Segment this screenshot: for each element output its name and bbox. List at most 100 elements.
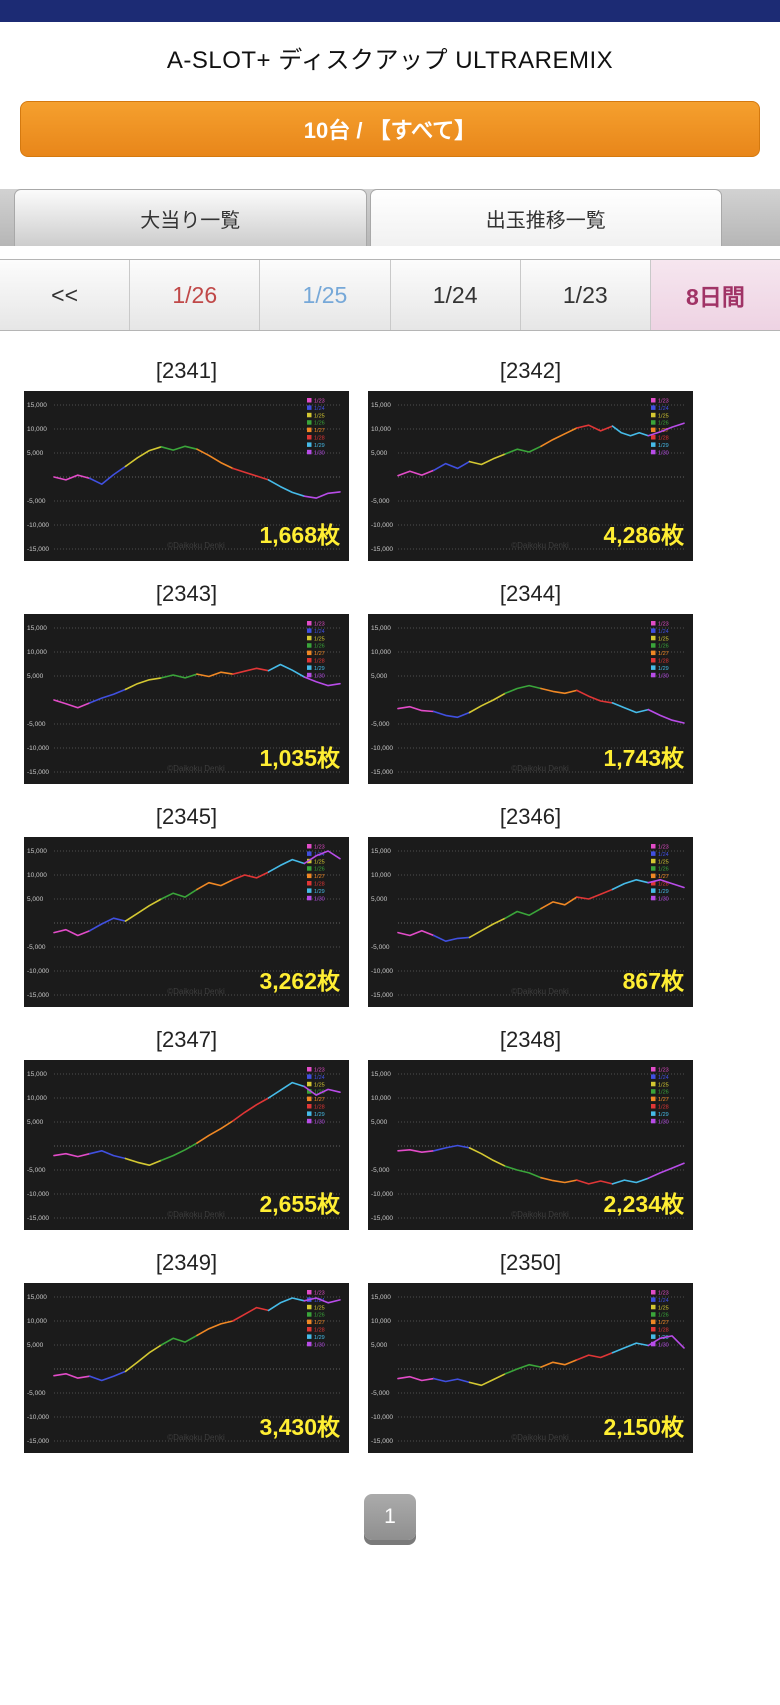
machine-trend-chart[interactable]: 15,000 10,000 5,000 -5,000 -10,000 -15,000 1/2… [24,391,349,561]
legend-label: 1/26 [658,1090,669,1096]
legend-label: 1/25 [658,1082,669,1088]
date-nav-item-5[interactable]: 8日間 [650,260,780,330]
trend-line [611,1177,650,1185]
machine-trend-chart[interactable]: 15,000 10,000 5,000 -5,000 -10,000 -15,000 1/2… [24,1283,349,1453]
legend-swatch [651,435,656,440]
legend-swatch [307,643,312,648]
trend-line [53,928,91,937]
trend-line [468,1373,507,1387]
legend-label: 1/23 [658,845,669,851]
legend-label: 1/24 [658,852,669,858]
machine-block[interactable]: [2347] 15,000 10,000 5,000 -5,000 -10,000 -15,… [24,1020,349,1230]
y-tick-label: -15,000 [371,546,393,553]
legend-swatch [651,1334,656,1339]
date-nav-item-4[interactable]: 1/23 [521,260,651,330]
payout-count: 867枚 [623,968,684,994]
trend-line [504,684,542,695]
tab-jackpot-list[interactable]: 大当り一覧 [14,189,367,246]
machine-block[interactable]: [2349] 15,000 10,000 5,000 -5,000 -10,000 -15,… [24,1243,349,1453]
y-tick-label: -10,000 [371,1191,393,1198]
legend-swatch [307,420,312,425]
legend-label: 1/30 [658,1119,669,1125]
trend-line [89,1370,127,1382]
trend-line [397,1149,435,1153]
page-1-button[interactable]: 1 [364,1494,416,1540]
machine-block[interactable]: [2343] 15,000 10,000 5,000 -5,000 -10,000 -15,… [24,574,349,784]
y-tick-label: -15,000 [27,546,49,553]
machine-trend-chart[interactable]: 15,000 10,000 5,000 -5,000 -10,000 -15,000 1/2… [368,837,693,1007]
machine-trend-chart[interactable]: 15,000 10,000 5,000 -5,000 -10,000 -15,000 1/2… [368,1283,693,1453]
machine-block[interactable]: [2348] 15,000 10,000 5,000 -5,000 -10,000 -15,… [368,1020,693,1230]
legend-label: 1/29 [658,443,669,449]
legend-label: 1/25 [314,1082,325,1088]
pagination: 1 [0,1494,780,1660]
y-tick-label: 15,000 [27,625,47,632]
machine-block[interactable]: [2345] 15,000 10,000 5,000 -5,000 -10,000 -15,… [24,797,349,1007]
legend-swatch [307,1074,312,1079]
machine-block[interactable]: [2342] 15,000 10,000 5,000 -5,000 -10,000 -15,… [368,351,693,561]
machine-trend-chart[interactable]: 15,000 10,000 5,000 -5,000 -10,000 -15,000 1/2… [368,391,693,561]
y-tick-label: 5,000 [27,1342,44,1349]
legend-swatch [651,881,656,886]
trend-line [53,1152,91,1158]
legend-label: 1/23 [658,1291,669,1297]
machine-filter-button[interactable]: 10台 / 【すべて】 [20,101,760,157]
machine-trend-chart[interactable]: 15,000 10,000 5,000 -5,000 -10,000 -15,000 1/2… [368,1060,693,1230]
trend-line [232,871,270,881]
trend-line [540,1359,578,1368]
legend-swatch [307,851,312,856]
machine-block[interactable]: [2346] 15,000 10,000 5,000 -5,000 -10,000 -15,… [368,797,693,1007]
machine-trend-chart[interactable]: 15,000 10,000 5,000 -5,000 -10,000 -15,000 1/2… [368,614,693,784]
machine-number: [2348] [499,1027,562,1052]
date-nav-item-3[interactable]: 1/24 [391,260,521,330]
trend-line [232,467,270,481]
trend-line [397,469,435,477]
legend-swatch [307,873,312,879]
machine-trend-chart[interactable]: 15,000 10,000 5,000 -5,000 -10,000 -15,000 1/2… [24,837,349,1007]
legend-label: 1/25 [314,413,325,419]
machine-block[interactable]: [2344] 15,000 10,000 5,000 -5,000 -10,000 -15,… [368,574,693,784]
machine-block[interactable]: [2350] 15,000 10,000 5,000 -5,000 -10,000 -15,… [368,1243,693,1453]
legend-label: 1/28 [314,436,325,442]
legend-label: 1/28 [658,882,669,888]
legend-swatch [307,844,312,849]
date-nav-item-1[interactable]: 1/26 [130,260,261,330]
top-bar [0,0,780,22]
legend-label: 1/26 [658,644,669,650]
machine-block[interactable]: [2341] 15,000 10,000 5,000 -5,000 -10,000 -15,… [24,351,349,561]
trend-line [232,1306,270,1322]
watermark: ©Daikoku Denki [167,1433,225,1442]
y-tick-label: 5,000 [371,673,388,680]
legend-label: 1/28 [658,1328,669,1334]
machine-number: [2342] [499,358,562,383]
y-tick-label: -15,000 [371,769,393,776]
legend-label: 1/27 [658,651,669,657]
legend-swatch [307,1067,312,1072]
machine-trend-chart[interactable]: 15,000 10,000 5,000 -5,000 -10,000 -15,000 1/2… [24,1060,349,1230]
trend-line [647,708,685,724]
trend-line [611,1342,650,1354]
trend-line [232,1097,270,1122]
legend-label: 1/30 [314,896,325,902]
trend-line [540,687,578,695]
trend-line [576,1351,614,1361]
trend-line [196,1120,234,1144]
date-nav-item-0[interactable]: << [0,260,131,330]
legend-swatch [651,1111,656,1116]
legend-label: 1/28 [314,882,325,888]
machine-number: [2350] [499,1250,562,1275]
trend-line [433,934,471,942]
y-tick-label: 5,000 [371,1342,388,1349]
tab-payout-trend-list[interactable]: 出玉推移一覧 [369,189,722,246]
legend-label: 1/24 [658,406,669,412]
machine-trend-chart[interactable]: 15,000 10,000 5,000 -5,000 -10,000 -15,000 1/2… [24,614,349,784]
legend-swatch [307,1118,312,1124]
legend-label: 1/30 [314,673,325,679]
legend-label: 1/26 [658,867,669,873]
trend-line [89,688,127,704]
legend-label: 1/25 [314,1305,325,1311]
legend-swatch [307,1111,312,1116]
legend-swatch [307,405,312,410]
date-nav-item-2[interactable]: 1/25 [260,260,391,330]
trend-line [468,453,507,466]
